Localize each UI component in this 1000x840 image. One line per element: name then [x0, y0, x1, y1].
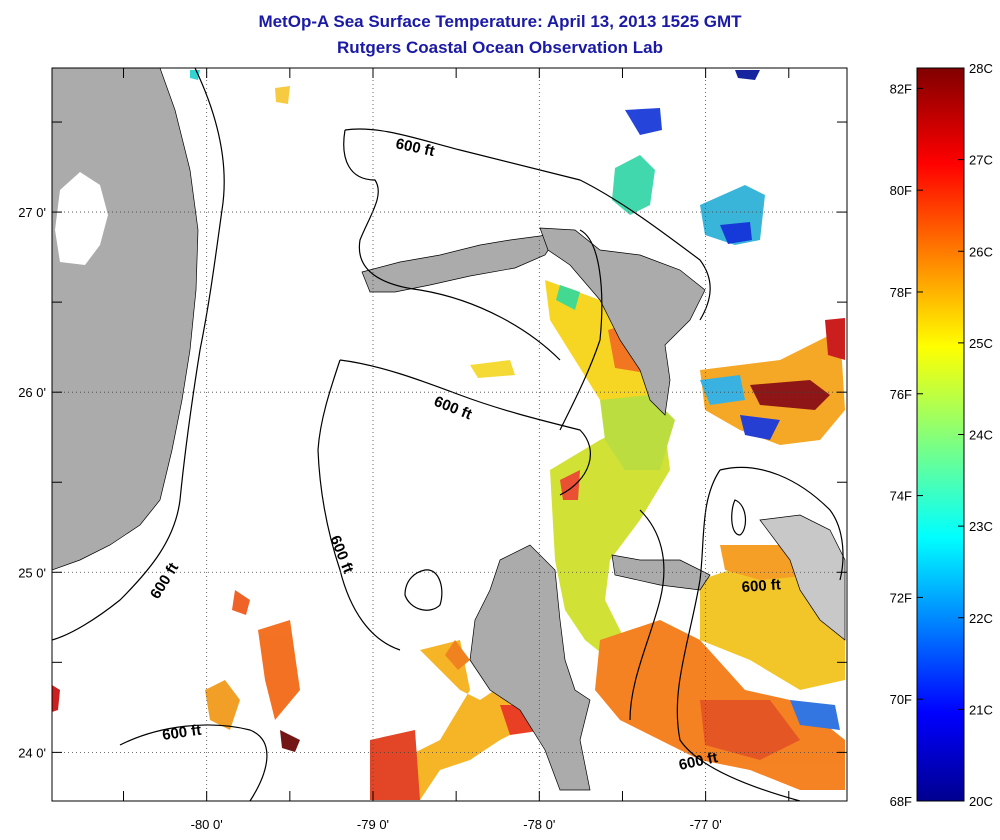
x-tick-label: -80 0': [191, 817, 223, 832]
colorbar-c-label: 20C: [969, 794, 993, 809]
x-tick-label: -77 0': [690, 817, 722, 832]
depth-contours: [52, 68, 844, 801]
colorbar-f-label: 74F: [890, 489, 912, 504]
colorbar-f-label: 68F: [890, 794, 912, 809]
colorbar-c-label: 26C: [969, 244, 993, 259]
x-tick-label: -78 0': [523, 817, 555, 832]
colorbar-f-label: 80F: [890, 183, 912, 198]
x-tick-labels: -80 0' -79 0' -78 0' -77 0': [191, 817, 722, 832]
colorbar-c-label: 22C: [969, 611, 993, 626]
colorbar-f-label: 72F: [890, 590, 912, 605]
map-subtitle: Rutgers Coastal Ocean Observation Lab: [337, 38, 663, 57]
colorbar-c-label: 25C: [969, 336, 993, 351]
x-tick-label: -79 0': [357, 817, 389, 832]
colorbar-c-label: 28C: [969, 61, 993, 76]
colorbar-c-label: 21C: [969, 702, 993, 717]
contour-label: 600 ft: [161, 722, 202, 744]
y-tick-label: 25 0': [18, 565, 46, 580]
y-tick-labels: 27 0' 26 0' 25 0' 24 0': [18, 205, 46, 760]
lake-okeechobee: [55, 172, 108, 265]
plot-frame: [51, 67, 848, 802]
y-tick-label: 27 0': [18, 205, 46, 220]
colorbar-f-label: 78F: [890, 285, 912, 300]
colorbar-fahrenheit-labels: 82F 80F 78F 76F 74F 72F 70F 68F: [890, 81, 923, 809]
colorbar-c-label: 27C: [969, 153, 993, 168]
y-tick-label: 26 0': [18, 385, 46, 400]
colorbar-f-label: 70F: [890, 692, 912, 707]
colorbar-c-label: 24C: [969, 428, 993, 443]
y-tick-label: 24 0': [18, 745, 46, 760]
graticule: [52, 68, 847, 801]
colorbar-f-label: 76F: [890, 387, 912, 402]
colorbar-f-label: 82F: [890, 81, 912, 96]
colorbar-celsius-labels: 28C 27C 26C 25C 24C 23C 22C 21C 20C: [958, 61, 993, 809]
colorbar: [916, 67, 965, 802]
colorbar-c-label: 23C: [969, 519, 993, 534]
map-title: MetOp-A Sea Surface Temperature: April 1…: [258, 12, 742, 31]
contour-label: 600 ft: [741, 576, 781, 596]
